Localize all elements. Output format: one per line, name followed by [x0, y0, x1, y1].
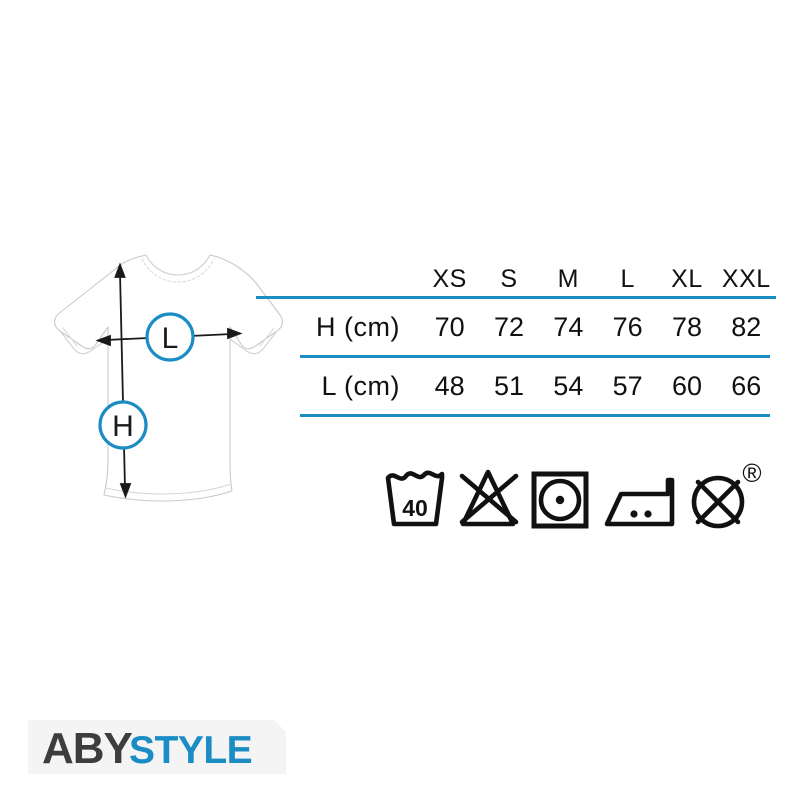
logo-primary-text: ABY [42, 724, 133, 773]
cell-height-l: 76 [612, 311, 643, 342]
tumble-dry-low-icon [531, 471, 589, 529]
do-not-bleach-icon [459, 469, 519, 527]
cell-height-s: 72 [493, 311, 525, 342]
row-label-height: H (cm) [316, 311, 400, 342]
table-rule-top [256, 296, 776, 299]
table-rule-middle [300, 355, 770, 358]
care-symbols-row: 40 [380, 458, 770, 542]
iron-medium-icon [604, 477, 675, 527]
cell-length-l: 57 [612, 370, 643, 401]
logo-secondary-text: STYLE [129, 729, 252, 772]
cell-length-xl: 60 [671, 370, 702, 401]
cell-height-m: 74 [553, 311, 584, 342]
abystyle-logo: ABY STYLE [28, 716, 286, 778]
cell-height-xxl: 82 [731, 311, 762, 342]
cell-height-xs: 70 [434, 311, 465, 342]
width-badge: L [145, 312, 195, 362]
table-row-height: H (cm) 70 72 74 76 78 82 [256, 299, 776, 355]
column-header-l: L [620, 265, 635, 293]
width-badge-label: L [162, 322, 179, 355]
t-shirt-outline [54, 254, 283, 502]
column-header-xxl: XXL [721, 265, 771, 293]
height-measure-arrow [114, 262, 132, 499]
wash-temperature-label: 40 [402, 495, 428, 521]
column-header-xs: XS [432, 265, 467, 293]
cell-length-xs: 48 [434, 370, 465, 401]
cell-height-xl: 78 [671, 311, 702, 342]
cell-length-xxl: 66 [731, 370, 762, 401]
height-badge-label: H [112, 410, 134, 443]
height-badge: H [98, 400, 148, 450]
column-header-m: M [557, 265, 579, 293]
wash-40-icon: 40 [385, 470, 445, 527]
t-shirt-diagram: L H [18, 245, 308, 545]
row-label-length: L (cm) [321, 370, 400, 401]
table-rule-bottom [300, 414, 770, 417]
cell-length-s: 51 [493, 370, 525, 401]
column-header-s: S [500, 265, 518, 293]
registered-trademark-icon: ® [742, 458, 761, 488]
column-header-xl: XL [671, 265, 703, 293]
cell-length-m: 54 [553, 370, 584, 401]
logo-plate [28, 720, 286, 774]
table-row-length: L (cm) 48 51 54 57 60 66 [256, 358, 776, 414]
do-not-dry-clean-icon [691, 475, 745, 529]
table-header-row: XS S M L XL XXL [256, 252, 776, 296]
size-table: XS S M L XL XXL H (cm) 70 72 74 76 78 82… [256, 252, 776, 417]
